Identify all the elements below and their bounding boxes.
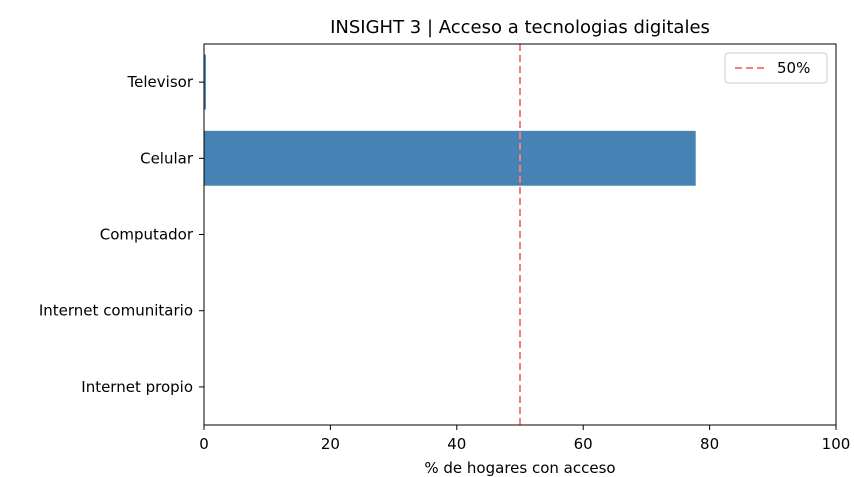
bar [204, 130, 696, 186]
plot-area: Televisor Celular Computador Internet comun… [39, 43, 851, 453]
y-tick-label: Internet comunitario [39, 302, 193, 320]
y-tick-label: Celular [140, 149, 194, 167]
legend-label: 50% [777, 59, 810, 77]
y-tick-label: Internet propio [81, 378, 193, 396]
bar [204, 54, 206, 110]
x-tick-label: 20 [321, 435, 340, 453]
y-tick-label: Televisor [127, 73, 194, 91]
chart-title: INSIGHT 3 | Acceso a tecnologias digital… [330, 17, 710, 38]
x-tick-label: 80 [700, 435, 719, 453]
legend-box [724, 52, 828, 84]
x-tick-label: 60 [574, 435, 593, 453]
x-tick-label: 40 [447, 435, 466, 453]
y-tick-label: Computador [100, 226, 194, 244]
x-axis-label: % de hogares con acceso [424, 459, 615, 477]
x-tick-label: 100 [822, 435, 851, 453]
plot-frame [203, 43, 837, 426]
x-tick-label: 0 [199, 435, 209, 453]
